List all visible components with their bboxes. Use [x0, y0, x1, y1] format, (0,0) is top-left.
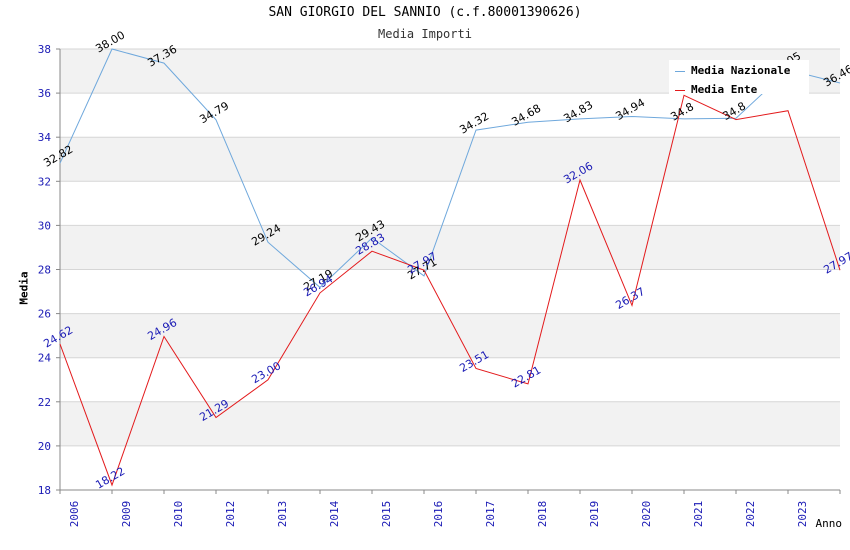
data-label-nazionale: 34.8: [668, 100, 696, 124]
legend-swatch-nazionale: [675, 70, 685, 72]
y-axis-label: Media: [17, 271, 31, 305]
legend-swatch-ente: [675, 89, 685, 91]
data-label-nazionale: 34.79: [197, 99, 231, 126]
y-tick-label: 26: [38, 308, 51, 321]
x-tick-label: 2022: [744, 501, 757, 528]
y-tick-label: 34: [38, 131, 52, 144]
grid-band: [60, 225, 840, 270]
x-tick-label: 2021: [692, 501, 705, 528]
legend-item-ente: Media Ente: [675, 83, 757, 97]
grid-band: [60, 401, 840, 446]
y-tick-label: 28: [38, 264, 51, 277]
data-label-nazionale: 34.32: [457, 110, 491, 137]
x-tick-label: 2006: [68, 501, 81, 528]
x-tick-label: 2020: [640, 501, 653, 528]
x-tick-label: 2009: [120, 501, 133, 528]
legend: Media Nazionale Media Ente: [669, 60, 809, 97]
x-tick-label: 2016: [432, 501, 445, 528]
y-tick-label: 22: [38, 396, 51, 409]
data-label-nazionale: 34.68: [509, 102, 543, 129]
y-tick-label: 20: [38, 440, 51, 453]
x-tick-label: 2015: [380, 501, 393, 528]
data-label-ente: 22.81: [509, 363, 543, 390]
legend-label-ente: Media Ente: [691, 83, 758, 96]
y-tick-label: 38: [38, 43, 51, 56]
chart-title: SAN GIORGIO DEL SANNIO (c.f.80001390626): [268, 5, 582, 20]
x-tick-label: 2024: [848, 500, 850, 527]
legend-item-nazionale: Media Nazionale: [675, 64, 790, 78]
series-line-ente: [59, 94, 841, 487]
y-tick-label: 24: [38, 352, 52, 365]
x-tick-label: 2018: [536, 501, 549, 528]
series-line-nazionale: [59, 48, 841, 289]
y-tick-label: 30: [38, 219, 51, 232]
x-tick-label: 2019: [588, 501, 601, 528]
legend-label-nazionale: Media Nazionale: [691, 64, 791, 77]
x-tick-label: 2014: [328, 500, 341, 527]
x-tick-label: 2010: [172, 501, 185, 528]
y-tick-label: 36: [38, 87, 51, 100]
x-tick-label: 2017: [484, 501, 497, 528]
grid-band: [60, 313, 840, 358]
x-tick-label: 2013: [276, 501, 289, 528]
x-axis-label: Anno: [815, 517, 843, 530]
data-label-ente: 18.22: [93, 465, 127, 492]
data-label-nazionale: 34.83: [561, 98, 595, 125]
data-label-ente: 26.37: [613, 285, 647, 312]
x-tick-label: 2023: [796, 501, 809, 528]
x-tick-label: 2012: [224, 501, 237, 528]
y-tick-label: 18: [38, 484, 51, 497]
chart-subtitle: Media Importi: [378, 27, 472, 41]
grid-band: [60, 137, 840, 182]
data-label-ente: 23.00: [249, 359, 283, 386]
y-tick-label: 32: [38, 175, 51, 188]
data-label-nazionale: 34.8: [720, 99, 748, 123]
data-label-nazionale: 34.94: [613, 96, 647, 123]
